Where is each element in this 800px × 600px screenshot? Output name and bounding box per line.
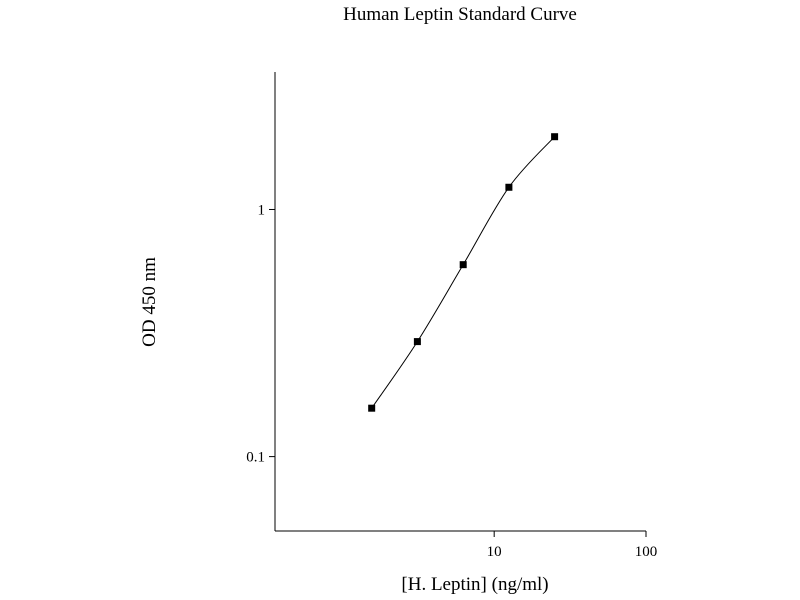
x-tick-label: 10 bbox=[487, 544, 502, 560]
data-points bbox=[368, 133, 559, 412]
data-point bbox=[459, 261, 467, 269]
x-axis-ticks: 10 100 bbox=[487, 531, 658, 560]
data-point bbox=[368, 404, 376, 412]
chart-title: Human Leptin Standard Curve bbox=[343, 4, 577, 25]
x-tick-label: 100 bbox=[635, 544, 658, 560]
data-point bbox=[551, 133, 559, 141]
y-tick-label: 0.1 bbox=[246, 450, 265, 466]
data-point bbox=[413, 338, 421, 346]
y-axis-label: OD 450 nm bbox=[139, 257, 160, 347]
y-tick-label: 1 bbox=[258, 202, 266, 218]
x-axis-label: [H. Leptin] (ng/ml) bbox=[401, 574, 548, 595]
y-axis-ticks: 0.11 bbox=[246, 202, 275, 466]
fitted-curve bbox=[371, 136, 555, 409]
data-point bbox=[505, 183, 513, 191]
